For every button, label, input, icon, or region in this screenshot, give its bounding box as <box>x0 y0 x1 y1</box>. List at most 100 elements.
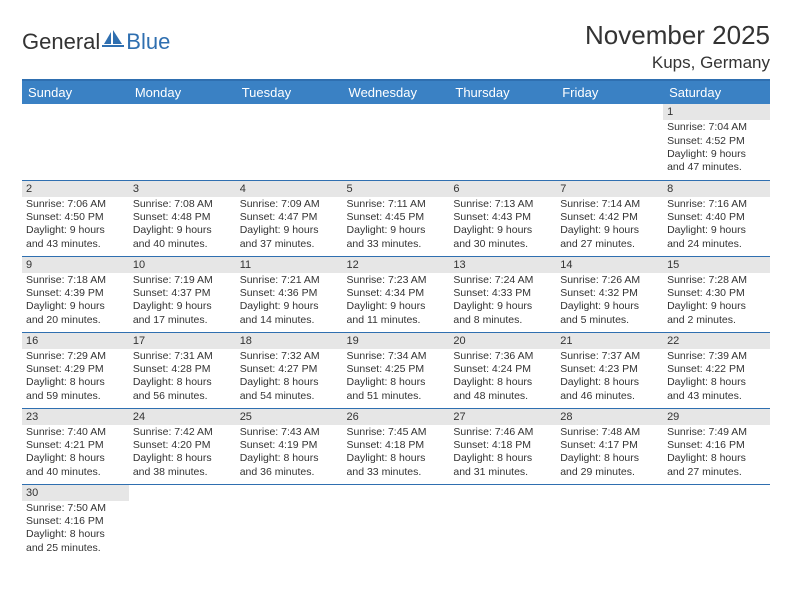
daylight-text: Daylight: 8 hours and 43 minutes. <box>667 376 766 403</box>
sunset-text: Sunset: 4:18 PM <box>347 439 446 452</box>
sunrise-text: Sunrise: 7:26 AM <box>560 274 659 287</box>
location: Kups, Germany <box>585 53 770 73</box>
calendar-cell: 24Sunrise: 7:42 AMSunset: 4:20 PMDayligh… <box>129 408 236 484</box>
calendar-cell: 26Sunrise: 7:45 AMSunset: 4:18 PMDayligh… <box>343 408 450 484</box>
day-body: Sunrise: 7:14 AMSunset: 4:42 PMDaylight:… <box>556 197 663 254</box>
daylight-text: Daylight: 8 hours and 40 minutes. <box>26 452 125 479</box>
day-body: Sunrise: 7:28 AMSunset: 4:30 PMDaylight:… <box>663 273 770 330</box>
calendar-cell: 17Sunrise: 7:31 AMSunset: 4:28 PMDayligh… <box>129 332 236 408</box>
calendar-cell <box>449 104 556 180</box>
daylight-text: Daylight: 9 hours and 43 minutes. <box>26 224 125 251</box>
sunrise-text: Sunrise: 7:04 AM <box>667 121 766 134</box>
daylight-text: Daylight: 9 hours and 17 minutes. <box>133 300 232 327</box>
daylight-text: Daylight: 8 hours and 59 minutes. <box>26 376 125 403</box>
day-body: Sunrise: 7:32 AMSunset: 4:27 PMDaylight:… <box>236 349 343 406</box>
sunrise-text: Sunrise: 7:49 AM <box>667 426 766 439</box>
day-number: 20 <box>449 333 556 349</box>
day-body: Sunrise: 7:40 AMSunset: 4:21 PMDaylight:… <box>22 425 129 482</box>
day-body: Sunrise: 7:42 AMSunset: 4:20 PMDaylight:… <box>129 425 236 482</box>
sunrise-text: Sunrise: 7:18 AM <box>26 274 125 287</box>
day-body: Sunrise: 7:39 AMSunset: 4:22 PMDaylight:… <box>663 349 770 406</box>
header: General Blue November 2025 Kups, Germany <box>22 20 770 73</box>
day-number: 14 <box>556 257 663 273</box>
sunrise-text: Sunrise: 7:42 AM <box>133 426 232 439</box>
day-number: 1 <box>663 104 770 120</box>
day-number: 23 <box>22 409 129 425</box>
sunset-text: Sunset: 4:48 PM <box>133 211 232 224</box>
calendar-body: 1Sunrise: 7:04 AMSunset: 4:52 PMDaylight… <box>22 104 770 560</box>
sunrise-text: Sunrise: 7:50 AM <box>26 502 125 515</box>
day-header: Thursday <box>449 80 556 104</box>
sunset-text: Sunset: 4:23 PM <box>560 363 659 376</box>
day-number: 5 <box>343 181 450 197</box>
sunset-text: Sunset: 4:42 PM <box>560 211 659 224</box>
day-body: Sunrise: 7:37 AMSunset: 4:23 PMDaylight:… <box>556 349 663 406</box>
day-body: Sunrise: 7:24 AMSunset: 4:33 PMDaylight:… <box>449 273 556 330</box>
calendar-cell <box>22 104 129 180</box>
sunset-text: Sunset: 4:22 PM <box>667 363 766 376</box>
calendar-cell: 15Sunrise: 7:28 AMSunset: 4:30 PMDayligh… <box>663 256 770 332</box>
calendar-week: 30Sunrise: 7:50 AMSunset: 4:16 PMDayligh… <box>22 484 770 560</box>
day-body: Sunrise: 7:45 AMSunset: 4:18 PMDaylight:… <box>343 425 450 482</box>
logo-text-part2: Blue <box>126 29 170 55</box>
sunrise-text: Sunrise: 7:34 AM <box>347 350 446 363</box>
day-number: 13 <box>449 257 556 273</box>
day-number: 10 <box>129 257 236 273</box>
day-body: Sunrise: 7:50 AMSunset: 4:16 PMDaylight:… <box>22 501 129 558</box>
sunset-text: Sunset: 4:25 PM <box>347 363 446 376</box>
sunset-text: Sunset: 4:27 PM <box>240 363 339 376</box>
calendar-cell: 10Sunrise: 7:19 AMSunset: 4:37 PMDayligh… <box>129 256 236 332</box>
calendar-cell: 3Sunrise: 7:08 AMSunset: 4:48 PMDaylight… <box>129 180 236 256</box>
day-number: 11 <box>236 257 343 273</box>
calendar-cell: 2Sunrise: 7:06 AMSunset: 4:50 PMDaylight… <box>22 180 129 256</box>
sunrise-text: Sunrise: 7:19 AM <box>133 274 232 287</box>
calendar-cell <box>129 484 236 560</box>
sunrise-text: Sunrise: 7:16 AM <box>667 198 766 211</box>
calendar-cell <box>236 484 343 560</box>
day-number: 17 <box>129 333 236 349</box>
daylight-text: Daylight: 9 hours and 30 minutes. <box>453 224 552 251</box>
day-number: 15 <box>663 257 770 273</box>
sunset-text: Sunset: 4:17 PM <box>560 439 659 452</box>
sunrise-text: Sunrise: 7:37 AM <box>560 350 659 363</box>
daylight-text: Daylight: 8 hours and 51 minutes. <box>347 376 446 403</box>
calendar-cell <box>129 104 236 180</box>
day-body: Sunrise: 7:19 AMSunset: 4:37 PMDaylight:… <box>129 273 236 330</box>
daylight-text: Daylight: 8 hours and 56 minutes. <box>133 376 232 403</box>
sunset-text: Sunset: 4:24 PM <box>453 363 552 376</box>
sunrise-text: Sunrise: 7:13 AM <box>453 198 552 211</box>
sunset-text: Sunset: 4:33 PM <box>453 287 552 300</box>
sunrise-text: Sunrise: 7:39 AM <box>667 350 766 363</box>
calendar-cell: 12Sunrise: 7:23 AMSunset: 4:34 PMDayligh… <box>343 256 450 332</box>
title-block: November 2025 Kups, Germany <box>585 20 770 73</box>
calendar-week: 16Sunrise: 7:29 AMSunset: 4:29 PMDayligh… <box>22 332 770 408</box>
daylight-text: Daylight: 8 hours and 46 minutes. <box>560 376 659 403</box>
daylight-text: Daylight: 8 hours and 38 minutes. <box>133 452 232 479</box>
sunset-text: Sunset: 4:34 PM <box>347 287 446 300</box>
day-body: Sunrise: 7:46 AMSunset: 4:18 PMDaylight:… <box>449 425 556 482</box>
sunset-text: Sunset: 4:32 PM <box>560 287 659 300</box>
sunrise-text: Sunrise: 7:11 AM <box>347 198 446 211</box>
logo: General Blue <box>22 20 170 56</box>
daylight-text: Daylight: 8 hours and 33 minutes. <box>347 452 446 479</box>
calendar-cell: 9Sunrise: 7:18 AMSunset: 4:39 PMDaylight… <box>22 256 129 332</box>
sail-icon <box>102 28 124 54</box>
sunrise-text: Sunrise: 7:36 AM <box>453 350 552 363</box>
day-body: Sunrise: 7:18 AMSunset: 4:39 PMDaylight:… <box>22 273 129 330</box>
day-number: 27 <box>449 409 556 425</box>
month-title: November 2025 <box>585 20 770 51</box>
calendar-table: SundayMondayTuesdayWednesdayThursdayFrid… <box>22 79 770 560</box>
calendar-cell: 18Sunrise: 7:32 AMSunset: 4:27 PMDayligh… <box>236 332 343 408</box>
day-body: Sunrise: 7:16 AMSunset: 4:40 PMDaylight:… <box>663 197 770 254</box>
day-number: 9 <box>22 257 129 273</box>
calendar-week: 1Sunrise: 7:04 AMSunset: 4:52 PMDaylight… <box>22 104 770 180</box>
daylight-text: Daylight: 9 hours and 47 minutes. <box>667 148 766 175</box>
day-number: 26 <box>343 409 450 425</box>
sunset-text: Sunset: 4:29 PM <box>26 363 125 376</box>
day-body: Sunrise: 7:43 AMSunset: 4:19 PMDaylight:… <box>236 425 343 482</box>
day-body: Sunrise: 7:29 AMSunset: 4:29 PMDaylight:… <box>22 349 129 406</box>
daylight-text: Daylight: 8 hours and 25 minutes. <box>26 528 125 555</box>
day-number: 7 <box>556 181 663 197</box>
day-number: 18 <box>236 333 343 349</box>
day-number: 29 <box>663 409 770 425</box>
